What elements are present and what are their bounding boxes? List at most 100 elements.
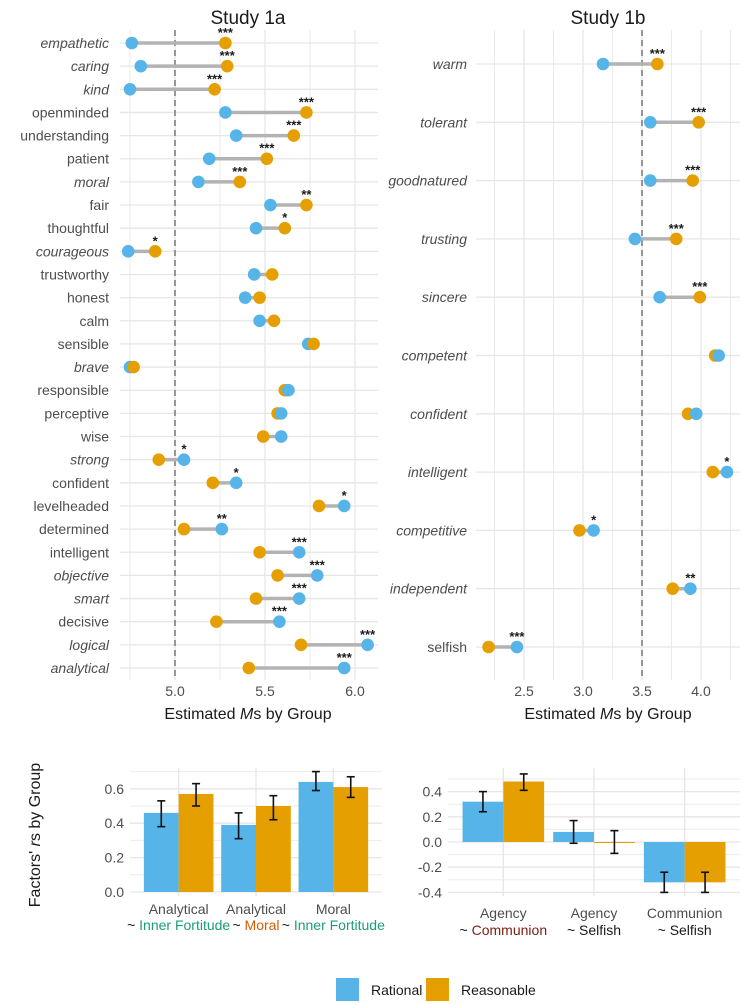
panel-study-1b: warm***tolerant***goodnatured***trusting… xyxy=(388,8,740,723)
row-intelligent: intelligent *** xyxy=(50,534,308,560)
row-label: fair xyxy=(90,197,110,213)
point-rational xyxy=(628,232,642,246)
significance-label: *** xyxy=(310,557,326,572)
panel-title: Study 1b xyxy=(571,8,646,29)
category-label-top: Agency xyxy=(480,905,527,921)
point-reasonable xyxy=(300,106,313,119)
row-brave: brave xyxy=(74,359,140,375)
panel-study-1a: empathetic***caring***kind***openminded*… xyxy=(20,8,378,723)
row-calm: calm xyxy=(79,313,281,329)
point-rational xyxy=(134,59,148,73)
row-kind: kind *** xyxy=(83,71,223,97)
point-reasonable xyxy=(287,129,301,142)
category-label-bottom: ~ Selfish xyxy=(658,922,712,938)
point-rational xyxy=(587,524,600,537)
point-rational xyxy=(310,569,324,582)
row-independent: independent ** xyxy=(390,571,697,597)
row-moral: moral *** xyxy=(74,164,248,190)
legend-swatch-rational xyxy=(336,978,359,1001)
point-rational xyxy=(229,129,243,142)
row-label: intelligent xyxy=(408,464,468,480)
y-tick-label: 0.4 xyxy=(423,784,443,800)
row-label: determined xyxy=(39,521,109,537)
point-rational xyxy=(219,106,232,119)
significance-label: *** xyxy=(360,627,376,642)
point-reasonable xyxy=(666,582,679,595)
significance-label: * xyxy=(282,210,288,225)
significance-label: *** xyxy=(292,534,308,549)
row-fair: fair ** xyxy=(90,187,313,213)
point-rational xyxy=(264,198,277,212)
point-rational xyxy=(273,615,286,629)
significance-label: * xyxy=(181,442,187,457)
point-reasonable xyxy=(148,245,162,258)
significance-label: *** xyxy=(218,25,234,40)
row-label: trusting xyxy=(421,231,467,247)
point-reasonable xyxy=(312,499,326,513)
row-confident: confident * xyxy=(52,465,243,491)
bar-rational xyxy=(298,781,334,892)
point-rational xyxy=(192,175,205,189)
point-rational xyxy=(123,82,137,96)
point-reasonable xyxy=(573,524,586,537)
y-tick-label: 0.2 xyxy=(423,809,443,825)
row-objective: objective *** xyxy=(54,557,326,583)
row-responsible: responsible xyxy=(37,382,295,398)
category-label-bottom: ~ Communion xyxy=(460,922,548,938)
point-reasonable xyxy=(253,545,266,559)
point-rational xyxy=(720,465,734,479)
row-label: warm xyxy=(433,56,468,72)
point-rational xyxy=(249,221,263,235)
point-reasonable xyxy=(233,175,247,189)
bar-reasonable xyxy=(178,793,214,892)
significance-label: *** xyxy=(207,71,223,86)
point-rational xyxy=(215,522,229,536)
row-label: honest xyxy=(67,290,109,306)
point-rational xyxy=(653,290,666,304)
row-label: empathetic xyxy=(41,35,109,51)
point-reasonable xyxy=(278,221,292,235)
point-reasonable xyxy=(242,661,256,675)
x-tick-label: 2.5 xyxy=(514,683,534,699)
category-group: Analytical~ Inner Fortitude xyxy=(127,782,230,933)
row-label: perceptive xyxy=(44,405,109,421)
row-wise: wise xyxy=(80,429,288,445)
point-rational xyxy=(177,453,191,466)
row-label: moral xyxy=(74,174,110,190)
row-honest: honest xyxy=(67,290,266,306)
point-reasonable xyxy=(686,174,700,187)
legend-item-reasonable: Reasonable xyxy=(426,978,536,1001)
y-tick-label: 0.2 xyxy=(105,850,125,866)
significance-label: * xyxy=(342,488,348,503)
point-rational xyxy=(689,407,703,421)
category-group: Agency~ Selfish xyxy=(553,819,635,938)
row-trustworthy: trustworthy xyxy=(41,266,279,282)
row-patient: patient *** xyxy=(67,141,275,167)
significance-label: *** xyxy=(299,94,315,109)
row-label: brave xyxy=(74,359,109,375)
row-selfish: selfish *** xyxy=(427,629,525,655)
significance-label: ** xyxy=(685,571,696,586)
point-rational xyxy=(282,383,295,397)
category-label-top: Analytical xyxy=(149,901,209,917)
row-logical: logical *** xyxy=(69,627,376,653)
row-sincere: sincere *** xyxy=(422,279,708,305)
row-competitive: competitive * xyxy=(396,512,600,538)
y-tick-label: 0.4 xyxy=(105,815,125,831)
row-tolerant: tolerant *** xyxy=(420,104,707,130)
row-trusting: trusting *** xyxy=(421,221,685,247)
row-confident: confident xyxy=(410,406,703,422)
point-rational xyxy=(292,545,306,559)
point-rational xyxy=(337,661,351,675)
point-rational xyxy=(684,582,697,595)
significance-label: * xyxy=(153,233,159,248)
point-reasonable xyxy=(271,569,284,582)
point-rational xyxy=(643,116,657,129)
category-group: Communion~ Selfish xyxy=(643,842,726,938)
bar-reasonable xyxy=(503,781,545,842)
point-reasonable xyxy=(219,36,232,50)
row-label: trustworthy xyxy=(41,266,109,282)
significance-label: *** xyxy=(259,141,275,156)
panel-title: Study 1a xyxy=(211,8,286,29)
